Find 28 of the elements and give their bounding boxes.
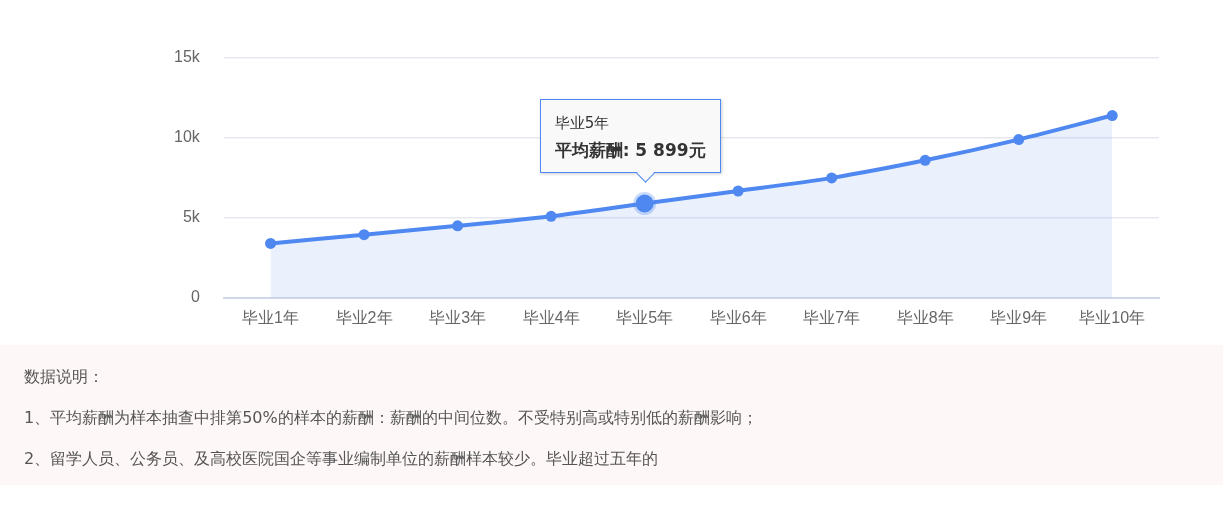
x-tick-label: 毕业5年 — [616, 308, 674, 326]
y-tick-label: 0 — [190, 288, 200, 306]
x-tick-label: 毕业1年 — [242, 308, 300, 326]
text: 1、平均薪酬为样本抽查中排第50%的样本的薪酬：薪酬的中间位数。不受特别高或特别低的薪酬影响； — [24, 408, 759, 429]
text: 数据说明： — [24, 367, 105, 388]
x-tick-label: 毕业10年 — [1079, 308, 1146, 326]
x-tick-label: 毕业3年 — [429, 308, 487, 326]
x-tick-label: 毕业8年 — [896, 308, 954, 326]
x-tick-label: 毕业6年 — [709, 308, 767, 326]
x-tick-label: 毕业7年 — [803, 308, 861, 326]
x-tick-label: 毕业4年 — [522, 308, 580, 326]
point — [265, 237, 277, 249]
point — [1106, 110, 1118, 122]
y-tick-label: 15k — [174, 48, 201, 66]
x-tick-label: 毕业9年 — [990, 308, 1048, 326]
text: 2、留学人员、公务员、及高校医院国企等事业编制单位的薪酬样本较少。毕业超过五年的 — [24, 449, 660, 470]
annotation: 毕业5年 — [554, 114, 611, 134]
point — [1013, 134, 1025, 146]
point — [826, 172, 838, 184]
point — [732, 185, 744, 197]
y-tick-label: 10k — [174, 128, 201, 146]
data-label: 平均薪酬: 5 899元 — [554, 139, 706, 163]
point — [452, 220, 464, 232]
point — [919, 154, 931, 166]
point — [358, 229, 370, 241]
point — [545, 210, 557, 222]
x-tick-label: 毕业2年 — [335, 308, 393, 326]
y-tick-label: 5k — [182, 208, 201, 226]
